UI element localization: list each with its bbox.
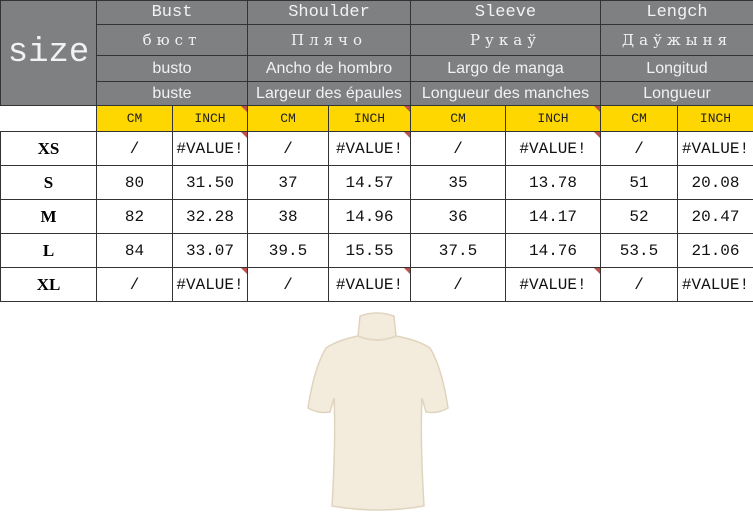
value-cell: 32.28 [172, 199, 248, 234]
shoulder-header-fr: Largeur des épaules [247, 81, 411, 106]
sleeve-header-es: Largo de manga [410, 55, 601, 82]
value-cell: 14.57 [328, 165, 411, 200]
bust-header: Bust [96, 0, 248, 25]
length-header-fr: Longueur [600, 81, 753, 106]
value-cell: 31.50 [172, 165, 248, 200]
table-row: L 84 33.07 39.5 15.55 37.5 14.76 53.5 21.06 [0, 233, 753, 268]
value-cell: 53.5 [600, 233, 678, 268]
table-row: XL / #VALUE! / #VALUE! / #VALUE! / #VALUE! [0, 267, 753, 302]
value-cell: / [600, 131, 678, 166]
unit-cm: CM [410, 105, 506, 132]
table-row: M 82 32.28 38 14.96 36 14.17 52 20.47 [0, 199, 753, 234]
value-cell: 14.76 [505, 233, 601, 268]
value-cell: / [247, 131, 329, 166]
value-cell: 80 [96, 165, 173, 200]
value-cell: #VALUE! [677, 267, 753, 302]
table-row: S 80 31.50 37 14.57 35 13.78 51 20.08 [0, 165, 753, 200]
empty-cell [0, 105, 97, 132]
shoulder-header-es: Ancho de hombro [247, 55, 411, 82]
size-cell: XS [0, 131, 97, 166]
length-header: Lengch [600, 0, 753, 25]
unit-inch: INCH [172, 105, 248, 132]
value-cell: / [410, 267, 506, 302]
value-cell: 33.07 [172, 233, 248, 268]
value-cell: 20.47 [677, 199, 753, 234]
value-cell: / [410, 131, 506, 166]
value-cell: 38 [247, 199, 329, 234]
sleeve-header: Sleeve [410, 0, 601, 25]
bust-header-ru: бюст [96, 24, 248, 56]
value-cell: 36 [410, 199, 506, 234]
unit-inch: INCH [328, 105, 411, 132]
size-cell: XL [0, 267, 97, 302]
value-cell: #VALUE! [505, 267, 601, 302]
value-cell: 35 [410, 165, 506, 200]
value-cell: / [96, 131, 173, 166]
value-cell: #VALUE! [328, 267, 411, 302]
value-cell: #VALUE! [505, 131, 601, 166]
size-cell: M [0, 199, 97, 234]
value-cell: 14.96 [328, 199, 411, 234]
table-row: XS / #VALUE! / #VALUE! / #VALUE! / #VALUE! [0, 131, 753, 166]
lace-top-image [307, 312, 449, 511]
unit-inch: INCH [505, 105, 601, 132]
unit-cm: CM [247, 105, 329, 132]
value-cell: #VALUE! [172, 267, 248, 302]
value-cell: 37 [247, 165, 329, 200]
value-cell: #VALUE! [172, 131, 248, 166]
value-cell: / [600, 267, 678, 302]
unit-cm: CM [600, 105, 678, 132]
value-cell: 14.17 [505, 199, 601, 234]
size-header: size [0, 0, 97, 106]
value-cell: 21.06 [677, 233, 753, 268]
length-header-ru: Даўжыня [600, 24, 753, 56]
value-cell: 15.55 [328, 233, 411, 268]
value-cell: 37.5 [410, 233, 506, 268]
value-cell: / [96, 267, 173, 302]
value-cell: 52 [600, 199, 678, 234]
unit-inch: INCH [677, 105, 753, 132]
shoulder-header-ru: Плячо [247, 24, 411, 56]
length-header-es: Longitud [600, 55, 753, 82]
value-cell: 51 [600, 165, 678, 200]
bust-header-fr: buste [96, 81, 248, 106]
sleeve-header-ru: Рукаў [410, 24, 601, 56]
value-cell: 20.08 [677, 165, 753, 200]
shoulder-header: Shoulder [247, 0, 411, 25]
value-cell: 13.78 [505, 165, 601, 200]
value-cell: 82 [96, 199, 173, 234]
value-cell: 84 [96, 233, 173, 268]
bust-header-es: busto [96, 55, 248, 82]
value-cell: / [247, 267, 329, 302]
value-cell: #VALUE! [677, 131, 753, 166]
value-cell: #VALUE! [328, 131, 411, 166]
unit-cm: CM [96, 105, 173, 132]
value-cell: 39.5 [247, 233, 329, 268]
sleeve-header-fr: Longueur des manches [410, 81, 601, 106]
size-cell: L [0, 233, 97, 268]
size-cell: S [0, 165, 97, 200]
size-chart-table: size Bust Shoulder Sleeve Lengch бюст Пл… [0, 0, 753, 302]
